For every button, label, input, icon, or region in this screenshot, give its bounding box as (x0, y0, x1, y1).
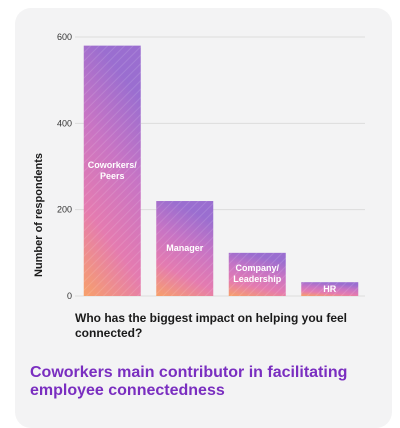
page: Number of respondents 0 200 400 600 Coworke… (15, 8, 392, 428)
bar-label: HR (323, 283, 337, 294)
chart: Number of respondents 0 200 400 600 (33, 32, 365, 301)
bar-label: Company/ Leadership (233, 263, 282, 285)
y-tick-label: 400 (57, 118, 72, 128)
bar-texture (228, 252, 286, 296)
caption: Coworkers main contributor in facilitati… (30, 364, 348, 399)
y-tick-label: 600 (57, 32, 72, 42)
bar-label: Coworkers/ Peers (87, 159, 137, 181)
bar-texture (301, 282, 359, 296)
x-axis-title: Who has the biggest impact on helping yo… (75, 311, 348, 340)
bar-texture (156, 201, 214, 296)
y-tick-label: 0 (67, 291, 72, 301)
y-tick-label: 200 (57, 205, 72, 215)
y-axis-title: Number of respondents (33, 153, 45, 277)
bar-label: Manager (166, 243, 204, 253)
bar-texture (83, 45, 141, 297)
